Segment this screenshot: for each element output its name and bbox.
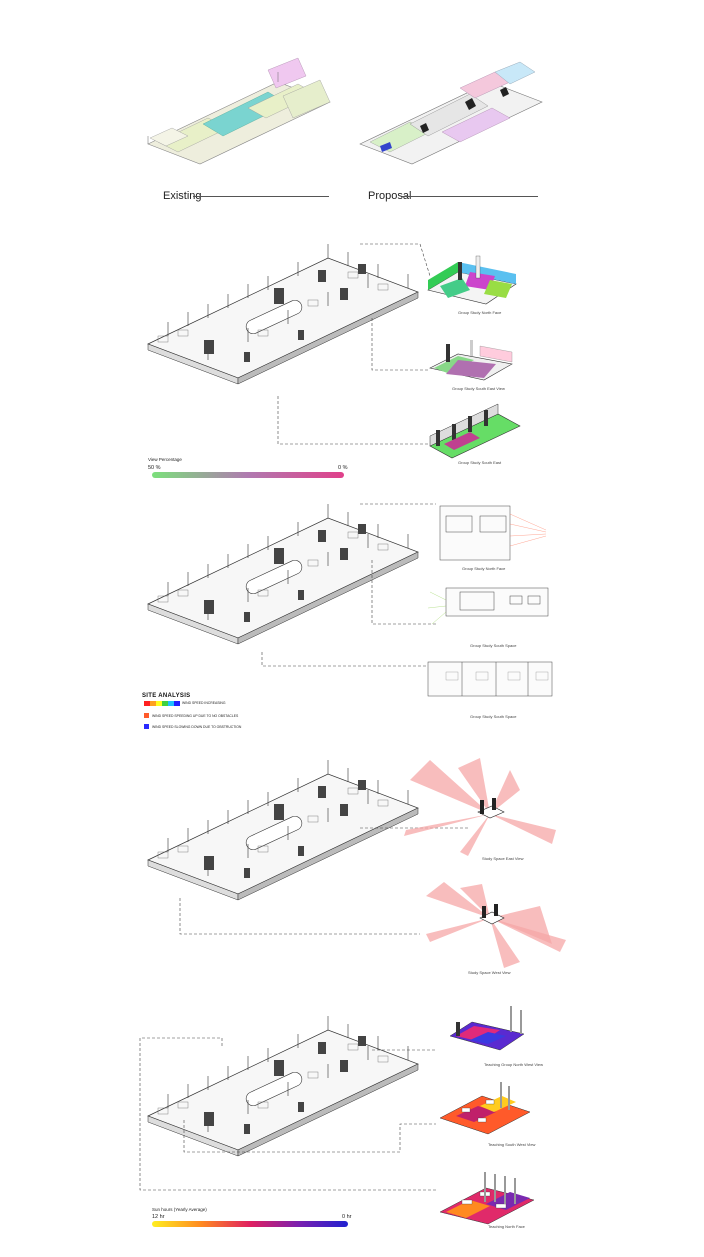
wind-scale-swatch <box>174 701 180 706</box>
wind-decrease-note: WIND SPEED SLOWING DOWN DUE TO OBSTRUCTI… <box>152 725 242 729</box>
wind-south-space-section <box>427 661 553 697</box>
east-view-room <box>477 798 505 819</box>
existing-label: Existing <box>163 190 202 202</box>
proposal-underline <box>402 196 538 197</box>
wind-scale-swatch <box>150 701 156 706</box>
view-caption-3: Group Study South East <box>458 460 502 465</box>
teaching-north-west-thumbnail <box>449 1006 525 1051</box>
wind-caption-3: Group Study South Space <box>470 714 517 719</box>
wind-scale-swatch <box>144 701 150 706</box>
view-cone-floorplan <box>147 759 419 901</box>
cone-caption-2: Study Space West View <box>468 970 511 975</box>
sun-hours-gradient-bar <box>152 1221 348 1227</box>
teaching-south-west-thumbnail <box>439 1082 531 1135</box>
sun-legend-min: 0 hr <box>342 1214 352 1220</box>
view-legend-title: View Percentage <box>148 457 182 462</box>
existing-underline <box>193 196 329 197</box>
wind-speed-scale <box>144 701 180 706</box>
wind-south-space-plan <box>427 587 549 625</box>
wind-scale-swatch <box>156 701 162 706</box>
wind-scale-swatch <box>168 701 174 706</box>
group-study-north-face-thumbnail <box>427 255 517 305</box>
proposal-floorplan <box>359 61 543 165</box>
group-study-south-east-thumbnail <box>429 403 521 459</box>
sun-caption-1: Teaching Group North West View <box>484 1062 543 1067</box>
wind-scale-label: WIND SPEED INCREASING <box>182 701 226 705</box>
view-analysis-floorplan <box>147 243 419 385</box>
existing-floorplan <box>147 57 331 165</box>
view-percentage-gradient-bar <box>152 472 344 478</box>
view-caption-2: Group Study South East View <box>452 386 505 391</box>
site-analysis-title: SITE ANALYSIS <box>142 693 191 699</box>
wind-analysis-floorplan <box>147 503 419 645</box>
wind-scale-swatch <box>162 701 168 706</box>
wind-caption-1: Group Study North Face <box>462 566 506 571</box>
west-view-cones <box>426 882 566 968</box>
proposal-label: Proposal <box>368 190 412 202</box>
west-view-room <box>479 904 505 925</box>
sun-legend-title: Sun hours (Yearly Average) <box>152 1207 207 1212</box>
teaching-north-face-thumbnail <box>439 1172 535 1225</box>
wind-north-face-plan <box>439 505 547 561</box>
cone-caption-1: Study Space East View <box>482 856 524 861</box>
sun-caption-3: Teaching North Face <box>488 1224 525 1229</box>
east-view-cones <box>404 758 556 856</box>
view-legend-max: 50 % <box>148 465 161 471</box>
wind-increase-note: WIND SPEED SPEEDING UP DUE TO NO OBSTACL… <box>152 714 239 718</box>
group-study-south-east-view-thumbnail <box>429 340 513 381</box>
wind-caption-2: Group Study South Space <box>470 643 517 648</box>
sun-legend-max: 12 hr <box>152 1214 165 1220</box>
view-caption-1: Group Study North Face <box>458 310 502 315</box>
wind-decrease-swatch <box>144 724 149 729</box>
sun-analysis-floorplan <box>147 1015 419 1157</box>
wind-increase-swatch <box>144 713 149 718</box>
view-legend-min: 0 % <box>338 465 348 471</box>
sun-caption-2: Teaching South West View <box>488 1142 536 1147</box>
